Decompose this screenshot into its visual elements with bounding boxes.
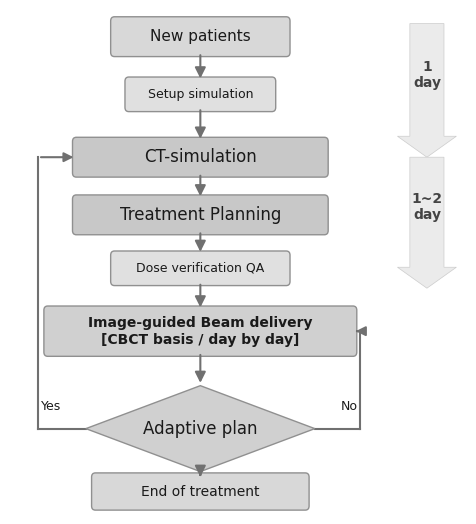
FancyBboxPatch shape — [110, 251, 289, 286]
Text: 1
day: 1 day — [412, 60, 440, 90]
Text: End of treatment: End of treatment — [141, 485, 259, 498]
Text: Treatment Planning: Treatment Planning — [119, 206, 280, 224]
Polygon shape — [86, 386, 314, 472]
Text: Adaptive plan: Adaptive plan — [143, 420, 257, 438]
Text: Yes: Yes — [40, 400, 60, 413]
Polygon shape — [397, 157, 456, 288]
FancyBboxPatch shape — [72, 137, 327, 177]
FancyBboxPatch shape — [72, 195, 327, 235]
Text: No: No — [340, 400, 357, 413]
Text: Dose verification QA: Dose verification QA — [136, 262, 264, 275]
FancyBboxPatch shape — [91, 473, 308, 510]
Text: Image-guided Beam delivery
[CBCT basis / day by day]: Image-guided Beam delivery [CBCT basis /… — [88, 315, 312, 347]
FancyBboxPatch shape — [110, 17, 289, 57]
Text: 1~2
day: 1~2 day — [410, 192, 442, 222]
FancyBboxPatch shape — [44, 306, 356, 356]
Text: Setup simulation: Setup simulation — [147, 88, 253, 101]
Polygon shape — [397, 24, 456, 157]
Text: New patients: New patients — [149, 29, 250, 44]
FancyBboxPatch shape — [125, 77, 275, 112]
Text: CT-simulation: CT-simulation — [144, 148, 256, 166]
